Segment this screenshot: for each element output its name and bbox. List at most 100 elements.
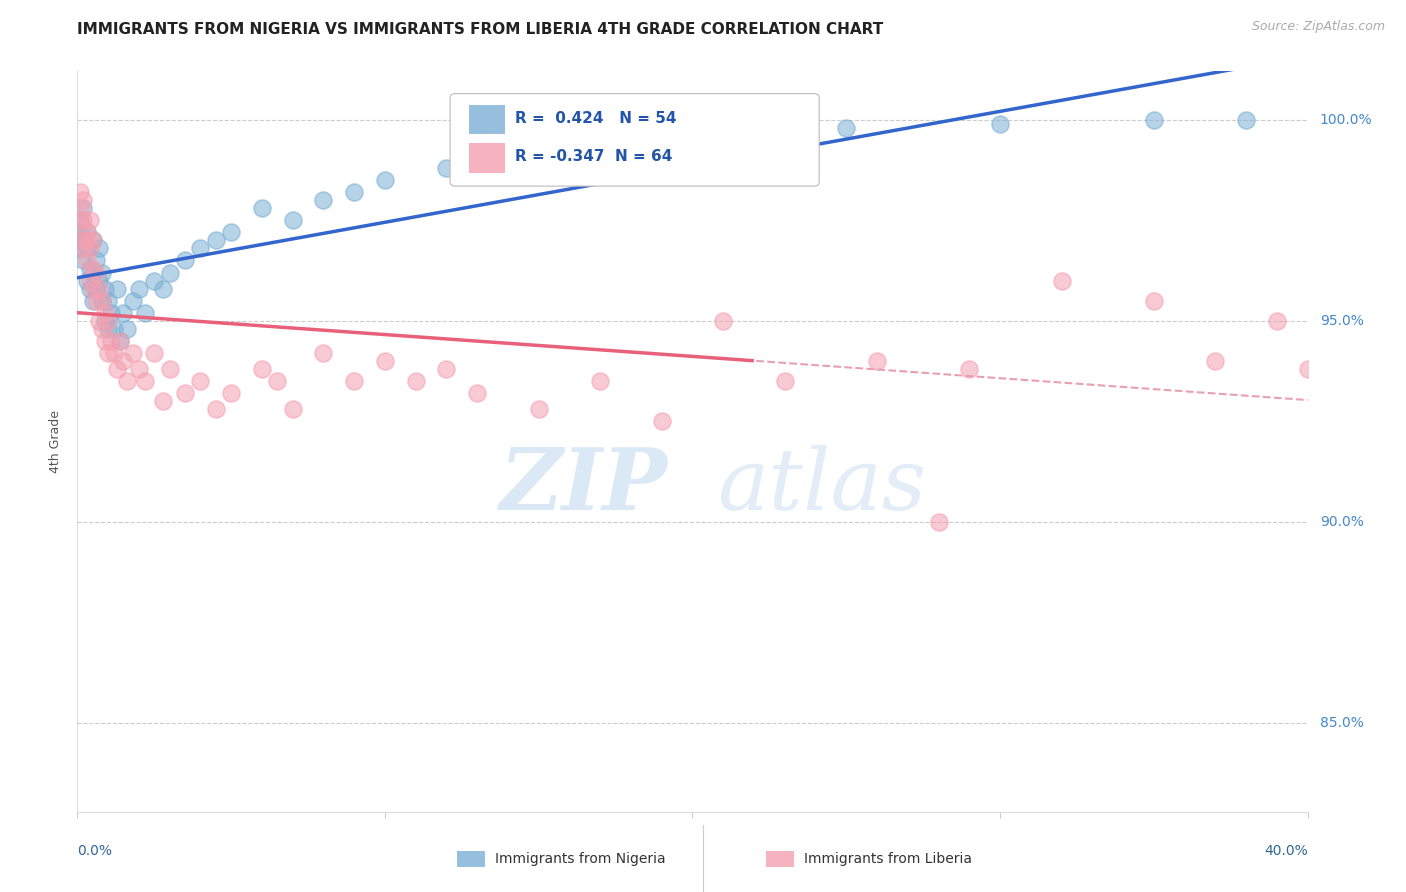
FancyBboxPatch shape xyxy=(468,104,506,135)
Point xyxy=(72,253,94,268)
Point xyxy=(87,274,110,288)
Point xyxy=(94,282,117,296)
Point xyxy=(87,282,110,296)
Point xyxy=(343,185,366,199)
Point xyxy=(711,314,734,328)
Point xyxy=(97,314,120,328)
Point xyxy=(76,225,98,239)
Point xyxy=(97,322,120,336)
Point xyxy=(374,354,396,368)
Point xyxy=(94,334,117,348)
Text: 100.0%: 100.0% xyxy=(1320,112,1372,127)
Point xyxy=(651,414,673,428)
Point xyxy=(134,306,156,320)
Point xyxy=(928,515,950,529)
Point xyxy=(79,274,101,288)
Text: 40.0%: 40.0% xyxy=(1264,844,1308,858)
Point xyxy=(82,293,104,308)
Text: 90.0%: 90.0% xyxy=(1320,515,1364,529)
Point xyxy=(1204,354,1226,368)
Point xyxy=(79,241,101,255)
Point xyxy=(250,362,273,376)
Text: ZIP: ZIP xyxy=(501,444,668,528)
Point xyxy=(651,136,673,151)
Point xyxy=(112,306,135,320)
Point xyxy=(143,346,166,360)
Text: IMMIGRANTS FROM NIGERIA VS IMMIGRANTS FROM LIBERIA 4TH GRADE CORRELATION CHART: IMMIGRANTS FROM NIGERIA VS IMMIGRANTS FR… xyxy=(77,22,883,37)
FancyBboxPatch shape xyxy=(450,94,820,186)
Point xyxy=(436,362,458,376)
Point xyxy=(1050,274,1073,288)
Point xyxy=(152,394,174,409)
Point xyxy=(69,213,91,227)
Text: 85.0%: 85.0% xyxy=(1320,716,1364,731)
Point xyxy=(72,241,94,255)
Point xyxy=(204,402,226,417)
Point xyxy=(835,120,858,135)
Point xyxy=(465,386,488,401)
Point xyxy=(87,314,110,328)
Point xyxy=(1143,112,1166,127)
Point xyxy=(527,402,550,417)
Point xyxy=(79,213,101,227)
Point xyxy=(312,346,335,360)
Point xyxy=(69,225,91,239)
Point xyxy=(866,354,889,368)
Point xyxy=(103,322,125,336)
Point xyxy=(84,266,107,280)
Point xyxy=(84,253,107,268)
Point xyxy=(82,233,104,247)
FancyBboxPatch shape xyxy=(468,144,506,173)
Point xyxy=(69,201,91,215)
Text: 95.0%: 95.0% xyxy=(1320,314,1364,328)
Point xyxy=(988,117,1011,131)
Point xyxy=(558,145,581,159)
Text: Immigrants from Liberia: Immigrants from Liberia xyxy=(804,852,972,866)
Point xyxy=(204,233,226,247)
Point xyxy=(115,374,138,388)
Point xyxy=(76,253,98,268)
Point xyxy=(312,193,335,207)
Text: R = -0.347  N = 64: R = -0.347 N = 64 xyxy=(516,149,672,164)
Point xyxy=(72,193,94,207)
Text: 0.0%: 0.0% xyxy=(77,844,112,858)
Point xyxy=(436,161,458,175)
Point xyxy=(1143,293,1166,308)
Point xyxy=(105,362,128,376)
Point xyxy=(76,233,98,247)
Point xyxy=(69,185,91,199)
Point xyxy=(112,354,135,368)
Point xyxy=(72,201,94,215)
Point xyxy=(1296,362,1319,376)
Point xyxy=(143,274,166,288)
Point xyxy=(105,282,128,296)
Point xyxy=(773,374,796,388)
Point xyxy=(82,266,104,280)
Point xyxy=(188,241,212,255)
Point xyxy=(90,293,114,308)
Point xyxy=(97,293,120,308)
Point xyxy=(188,374,212,388)
Point xyxy=(219,386,242,401)
Point xyxy=(82,261,104,276)
Point xyxy=(69,241,91,255)
Point xyxy=(103,346,125,360)
Point xyxy=(589,374,612,388)
Point xyxy=(281,213,304,227)
Point xyxy=(957,362,980,376)
Point xyxy=(134,374,156,388)
Point xyxy=(343,374,366,388)
Text: Source: ZipAtlas.com: Source: ZipAtlas.com xyxy=(1251,20,1385,33)
Point xyxy=(69,213,91,227)
Point xyxy=(110,334,132,348)
Point xyxy=(1234,112,1257,127)
Point xyxy=(72,233,94,247)
Point xyxy=(152,282,174,296)
Text: Immigrants from Nigeria: Immigrants from Nigeria xyxy=(495,852,665,866)
Point xyxy=(159,266,181,280)
Point xyxy=(110,334,132,348)
Point xyxy=(742,128,765,143)
Point xyxy=(496,153,519,167)
Point xyxy=(121,346,143,360)
Text: atlas: atlas xyxy=(717,444,927,527)
